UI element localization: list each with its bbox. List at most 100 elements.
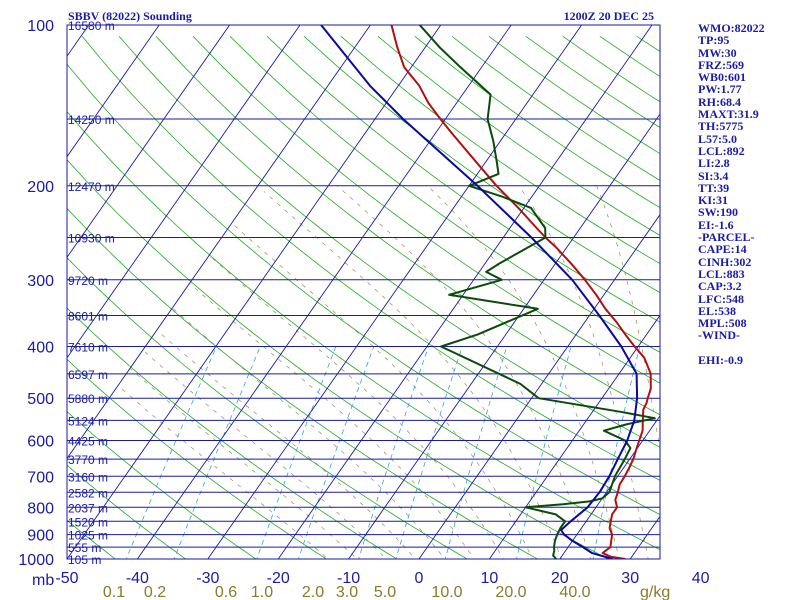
isotherm-line — [418, 213, 660, 559]
index-value: TP:95 — [698, 33, 730, 48]
height-level-label: 9720 m — [68, 274, 108, 288]
pressure-tick-label: 200 — [27, 179, 54, 196]
moist-adiabat-line — [145, 351, 387, 559]
dry-adiabat-line — [67, 519, 116, 559]
height-level-label: 555 m — [68, 541, 101, 555]
height-level-label: 6597 m — [68, 368, 108, 382]
pressure-tick-label: 800 — [27, 500, 54, 517]
pressure-tick-label: 700 — [27, 469, 54, 486]
height-level-label: 1025 m — [68, 529, 108, 543]
dry-adiabat-line — [67, 207, 539, 559]
index-value: CAPE:14 — [698, 242, 747, 257]
x-axis-unit: g/kg — [640, 584, 670, 600]
index-value: SW:190 — [698, 205, 739, 220]
plot-border — [66, 24, 661, 560]
pressure-tick-label: 900 — [27, 528, 54, 545]
index-value: EHI:-0.9 — [698, 353, 743, 368]
temperature-tick-label: -50 — [55, 570, 78, 587]
moist-adiabat-line — [336, 185, 591, 559]
plot-area — [67, 25, 660, 559]
height-level-label: 4425 m — [68, 435, 108, 449]
index-value: EI:-1.6 — [698, 217, 734, 232]
height-level-label: 5124 m — [68, 414, 108, 428]
chart-title-right: 1200Z 20 DEC 25 — [564, 9, 654, 23]
mixing-ratio-label: 0.2 — [144, 584, 166, 600]
index-value: LI:2.8 — [698, 156, 730, 171]
y-axis-unit: mb — [32, 572, 54, 589]
dry-adiabat-line — [67, 411, 257, 559]
dry-adiabat-line — [266, 36, 660, 323]
moist-adiabat-line — [129, 368, 358, 559]
height-level-label: 8601 m — [68, 310, 108, 324]
index-value: WMO:82022 — [698, 21, 765, 35]
mixing-ratio-label: 1.0 — [251, 584, 273, 600]
dry-adiabat-line — [81, 36, 660, 481]
moist-adiabat-line — [518, 185, 649, 559]
temperature-tick-label: -40 — [126, 570, 149, 587]
dry-adiabat-line — [192, 36, 660, 384]
isotherm-line — [67, 25, 301, 359]
chart-title-left: SBBV (82022) Sounding — [68, 9, 192, 23]
height-level-label: 16580 m — [68, 19, 115, 33]
temperature-tick-label: -20 — [267, 570, 290, 587]
height-level-label: 1520 m — [68, 515, 108, 529]
height-level-label: 105 m — [68, 553, 101, 567]
parcel-profile-line — [320, 25, 639, 559]
mixing-ratio-label: 40.0 — [559, 584, 590, 600]
isotherm-line — [67, 25, 442, 559]
index-value: -PARCEL- — [698, 230, 755, 245]
moist-adiabat-line — [231, 222, 533, 559]
dewpoint-profile-line — [418, 25, 656, 559]
index-value: -WIND- — [698, 328, 740, 343]
temperature-tick-label: -10 — [337, 570, 360, 587]
index-value: MAXT:31.9 — [698, 107, 759, 122]
index-value: KI:31 — [698, 193, 728, 208]
mixing-ratio-line — [297, 346, 375, 559]
dry-adiabat-line — [0, 36, 59, 570]
temperature-tick-label: 40 — [692, 570, 710, 587]
temperature-tick-label: 30 — [621, 570, 639, 587]
isotherm-line — [348, 113, 660, 559]
isotherm-line — [559, 415, 660, 559]
height-level-label: 14250 m — [68, 113, 115, 127]
index-value: CAP:3.2 — [698, 279, 742, 294]
pressure-tick-label: 1000 — [18, 552, 54, 569]
isotherm-line — [67, 25, 371, 460]
height-level-label: 3770 m — [68, 453, 108, 467]
temperature-tick-label: 10 — [481, 570, 499, 587]
dry-adiabat-line — [67, 257, 468, 559]
mixing-ratio-line — [125, 346, 217, 559]
moist-adiabat-line — [118, 386, 329, 559]
isotherm-line — [488, 314, 660, 559]
index-value: EL:538 — [698, 303, 737, 318]
dry-adiabat-line — [340, 35, 660, 265]
height-level-label: 7610 m — [68, 341, 108, 355]
index-value: TT:39 — [698, 180, 730, 195]
dry-adiabat-line — [67, 110, 660, 551]
index-value: LCL:892 — [698, 143, 745, 158]
mixing-ratio-label: 10.0 — [431, 584, 462, 600]
dry-adiabat-line — [67, 63, 660, 516]
index-value: SI:3.4 — [698, 168, 729, 183]
dry-adiabat-line — [303, 36, 660, 294]
dry-adiabat-line — [67, 307, 398, 559]
mixing-ratio-line — [173, 346, 261, 559]
mixing-ratio-label: 5.0 — [374, 584, 396, 600]
pressure-tick-label: 300 — [27, 273, 54, 290]
temperature-profile-line — [390, 25, 652, 559]
mixing-ratio-line — [358, 346, 429, 559]
index-value: LCL:883 — [698, 266, 745, 281]
index-value: PW:1.77 — [698, 82, 742, 97]
mixing-ratio-line — [592, 346, 641, 559]
temperature-tick-label: 0 — [415, 570, 424, 587]
height-level-label: 3160 m — [68, 470, 108, 484]
index-value: RH:68.4 — [698, 94, 741, 109]
dry-adiabat-line — [229, 36, 660, 353]
temperature-tick-label: -30 — [196, 570, 219, 587]
mixing-ratio-label: 3.0 — [336, 584, 358, 600]
index-value: MW:30 — [698, 45, 737, 60]
height-level-label: 12470 m — [68, 180, 115, 194]
stability-indices-panel: WMO:82022 TP:95 MW:30 FRZ:569 WB0:601 PW:1.77… — [698, 21, 798, 368]
index-value: MPL:508 — [698, 316, 747, 331]
